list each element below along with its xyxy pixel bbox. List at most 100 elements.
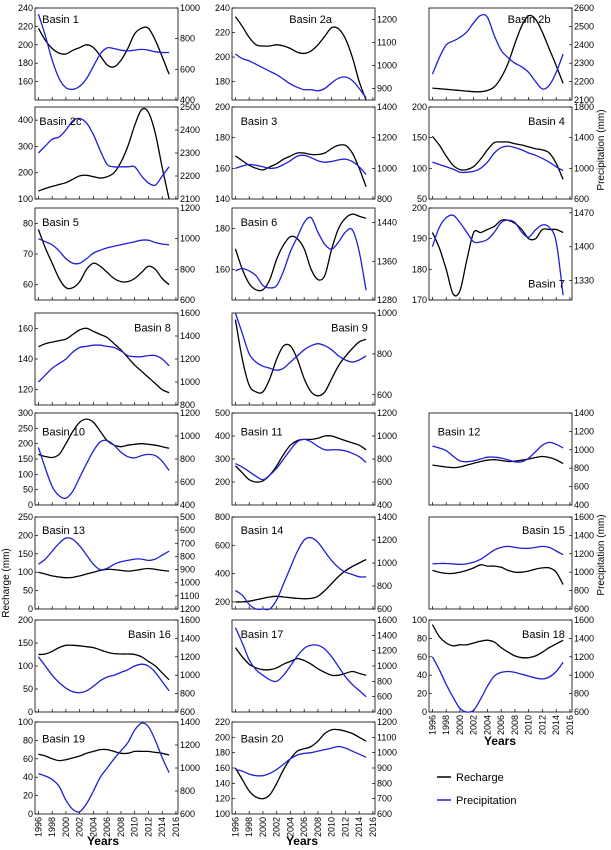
- panel-3: 2100 2200 2300 2400 2500 2600 Basin 2b: [428, 3, 594, 105]
- panel-1-ytick-label-left-4: 240: [18, 3, 33, 13]
- panel-7-ytick-label-left-0: 60: [23, 280, 33, 290]
- panel-9-ytick-label-left-0: 170: [412, 295, 427, 305]
- panel-15-ytick-label-left-3: 150: [18, 549, 33, 559]
- panel-9-title: Basin 7: [528, 278, 565, 290]
- panel-5-series-precipitation: [235, 154, 367, 175]
- panel-2: 180 200 220 240 900 1000 1100 1200 Basin 2a: [215, 3, 397, 101]
- panel-7-ytick-label-right-3: 1200: [180, 203, 200, 213]
- panel-9-ytick-label-right-0: 1330: [574, 276, 594, 286]
- panel-8-series-recharge: [234, 213, 367, 292]
- panel-22-xtick-label-4: 2004: [285, 817, 295, 837]
- panel-21-xtick-label-3: 2002: [75, 817, 85, 837]
- panel-13-ytick-label-right-0: 400: [377, 500, 392, 510]
- panel-6-ytick-label-left-2: 150: [412, 133, 427, 143]
- panel-9-ytick-label-left-3: 200: [412, 203, 427, 213]
- panel-21-ytick-label-right-1: 800: [180, 786, 195, 796]
- panel-4-ytick-label-left-2: 300: [18, 141, 33, 151]
- panel-15-ytick-label-right-3: 900: [180, 565, 195, 575]
- panel-20-xtick-label-6: 2008: [510, 715, 520, 735]
- panel-21-xtick-label-9: 2014: [157, 817, 167, 837]
- panel-8: 160 180 1280 1360 1440 Basin 6: [215, 207, 397, 305]
- panel-20-xtick-label-5: 2006: [496, 715, 506, 735]
- panel-14-ytick-label-right-1: 600: [574, 482, 589, 492]
- panel-12-series-recharge: [38, 418, 170, 459]
- panel-15-ytick-label-right-2: 1000: [180, 578, 200, 588]
- panel-11-ytick-label-right-0: 600: [377, 390, 392, 400]
- panel-3-series-precipitation: [431, 13, 564, 90]
- panel-2-ytick-label-right-3: 1200: [377, 15, 397, 25]
- panel-21-xtick-label-7: 2010: [130, 817, 140, 837]
- panel-2-ytick-label-left-3: 240: [215, 3, 230, 13]
- panel-17-ytick-label-right-3: 1200: [574, 549, 594, 559]
- panel-19-ytick-label-right-0: 400: [377, 707, 392, 717]
- panel-9: 170 180 190 200 1330 1400 1470 Basin 7: [412, 203, 594, 305]
- panel-18-series-recharge: [38, 644, 170, 681]
- panel-16-title: Basin 14: [241, 525, 284, 537]
- panel-20-xtick-label-7: 2010: [524, 715, 534, 735]
- panel-12-ytick-label-left-6: 300: [18, 408, 33, 418]
- panel-1-ytick-label-right-0: 400: [180, 95, 195, 105]
- panel-4-ytick-label-left-1: 200: [18, 168, 33, 178]
- panel-2-ytick-label-left-1: 200: [215, 52, 230, 62]
- panel-9-frame: [428, 207, 573, 301]
- panel-18-ytick-label-right-3: 1200: [180, 652, 200, 662]
- panel-16-ytick-label-left-1: 400: [215, 569, 230, 579]
- panel-5: 140 160 180 200 800 1000 1200 1400 Basin 3: [215, 102, 397, 204]
- panel-8-ytick-label-left-1: 180: [215, 223, 230, 233]
- panel-14-frame: [428, 412, 573, 506]
- panel-19: 400 600 800 1000 1200 1400 1600 Basin 17: [231, 615, 397, 717]
- panel-21-ytick-label-right-0: 600: [180, 809, 195, 819]
- panel-22-ytick-label-right-5: 1100: [377, 732, 396, 742]
- panel-14: 400 600 800 1000 1200 1400 Basin 12: [428, 408, 594, 510]
- panel-4-series-precipitation: [37, 117, 170, 187]
- panel-7-series-precipitation: [38, 238, 170, 265]
- panel-21-ytick-label-left-2: 40: [23, 772, 33, 782]
- panel-19-ytick-label-right-2: 800: [377, 676, 392, 686]
- panel-22-xtick-label-8: 2012: [340, 817, 350, 837]
- panel-8-title: Basin 6: [241, 217, 278, 229]
- panel-20-xtick-label-10: 2016: [565, 715, 575, 735]
- panel-15-ytick-label-left-1: 50: [23, 586, 33, 596]
- panel-7-ytick-label-right-2: 1000: [180, 234, 200, 244]
- legend-label-recharge: Recharge: [456, 772, 504, 784]
- panel-18-ytick-label-left-2: 100: [18, 661, 33, 671]
- panel-6-ytick-label-left-0: 50: [417, 194, 427, 204]
- panel-4-ytick-label-right-4: 2500: [180, 102, 200, 112]
- panel-21-title: Basin 19: [42, 734, 85, 746]
- panel-19-title: Basin 17: [241, 629, 284, 641]
- panel-16-ytick-label-right-1: 800: [377, 581, 392, 591]
- panel-13-series-precipitation: [235, 438, 367, 481]
- panel-17-series-recharge: [432, 564, 564, 585]
- panel-20-series-recharge: [431, 624, 564, 659]
- panel-22-ytick-label-left-5: 200: [215, 732, 230, 742]
- panel-6-ytick-label-right-1: 1000: [574, 163, 594, 173]
- panel-20-ytick-label-right-1: 800: [574, 689, 589, 699]
- panel-20-ytick-label-right-0: 600: [574, 707, 589, 717]
- panel-11-series-precipitation: [234, 312, 367, 371]
- panel-2-series-recharge: [234, 16, 367, 101]
- panel-7-series-recharge: [37, 229, 170, 290]
- panel-6-ytick-label-left-3: 200: [412, 102, 427, 112]
- panel-13-ytick-label-right-2: 800: [377, 454, 392, 464]
- panel-20-title: Basin 18: [522, 629, 565, 641]
- panel-10-title: Basin 8: [134, 323, 171, 335]
- panel-20-xtick-label-1: 1998: [441, 715, 451, 735]
- panel-18-ytick-label-left-1: 50: [23, 684, 33, 694]
- panel-21-series-precipitation: [38, 722, 170, 813]
- panel-22-xtick-label-0: 1996: [230, 817, 240, 837]
- panel-2-ytick-label-right-2: 1100: [377, 38, 396, 48]
- panel-12-ytick-label-right-3: 1000: [180, 431, 200, 441]
- panel-7-ytick-label-right-1: 800: [180, 264, 195, 274]
- panel-5-ytick-label-right-0: 800: [377, 194, 392, 204]
- panel-19-ytick-label-right-4: 1200: [377, 646, 397, 656]
- panel-16-ytick-label-right-0: 600: [377, 604, 392, 614]
- panel-16-ytick-label-left-0: 200: [215, 597, 230, 607]
- panel-7: 60 70 80 600 800 1000 1200 Basin 5: [23, 203, 200, 305]
- panel-19-ytick-label-right-1: 600: [377, 692, 392, 702]
- panel-5-ytick-label-right-1: 1000: [377, 163, 397, 173]
- legend: Recharge Precipitation: [437, 772, 517, 807]
- panel-5-ytick-label-left-1: 160: [215, 163, 230, 173]
- panel-15-ytick-label-right-4: 800: [180, 551, 195, 561]
- panel-1-series-recharge: [37, 26, 170, 75]
- panel-6-ytick-label-right-0: 600: [574, 194, 589, 204]
